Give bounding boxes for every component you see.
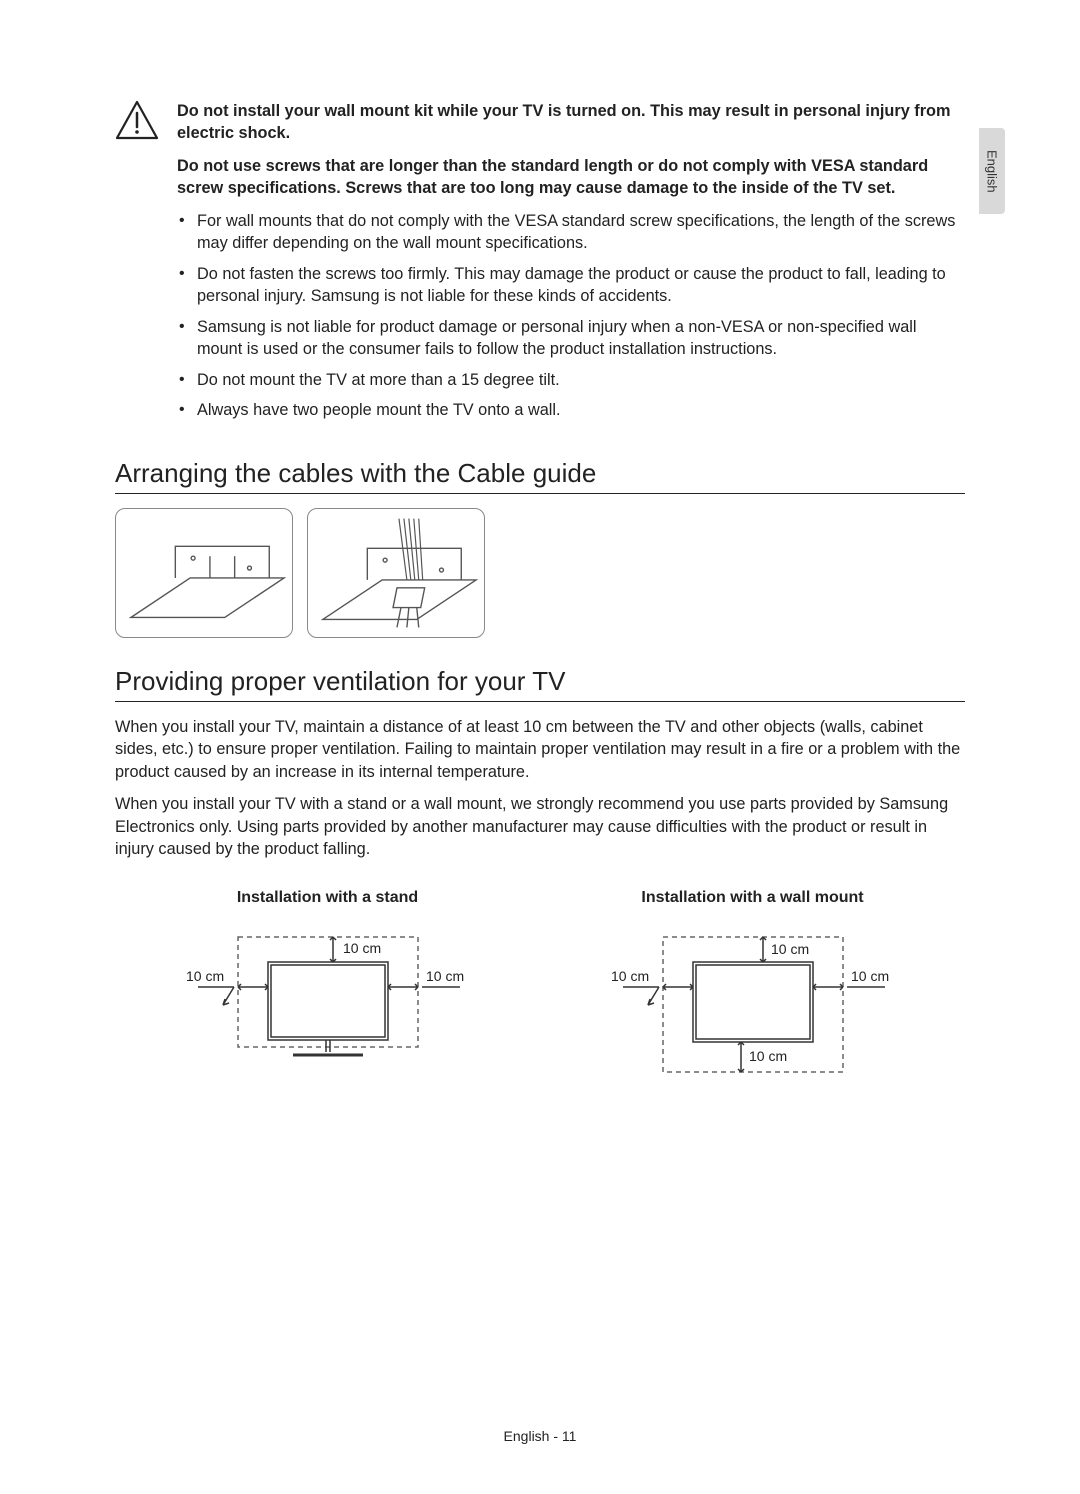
ventilation-para-1: When you install your TV, maintain a dis…: [115, 716, 965, 783]
bullet-item: Do not mount the TV at more than a 15 de…: [177, 369, 965, 391]
bullet-item: Always have two people mount the TV onto…: [177, 399, 965, 421]
page-footer: English - 11: [0, 1428, 1080, 1444]
install-stand-title: Installation with a stand: [148, 889, 508, 907]
language-tab: English: [979, 128, 1005, 214]
dist-label: 10 cm: [426, 968, 464, 984]
install-stand-column: Installation with a stand: [148, 889, 508, 1102]
install-wall-column: Installation with a wall mount: [573, 889, 933, 1102]
dist-label: 10 cm: [343, 940, 381, 956]
warning-line-2: Do not use screws that are longer than t…: [177, 155, 965, 200]
ventilation-para-2: When you install your TV with a stand or…: [115, 793, 965, 860]
warning-bullets: For wall mounts that do not comply with …: [177, 210, 965, 422]
install-wall-title: Installation with a wall mount: [573, 889, 933, 907]
installation-diagrams: Installation with a stand: [115, 889, 965, 1102]
dist-label: 10 cm: [186, 968, 224, 984]
cable-figure-2: [307, 508, 485, 638]
bullet-item: Samsung is not liable for product damage…: [177, 316, 965, 361]
heading-cables: Arranging the cables with the Cable guid…: [115, 458, 965, 494]
language-tab-label: English: [985, 150, 1000, 193]
bullet-item: For wall mounts that do not comply with …: [177, 210, 965, 255]
dist-label: 10 cm: [611, 968, 649, 984]
cable-figures: [115, 508, 965, 638]
dist-label: 10 cm: [851, 968, 889, 984]
install-wall-diagram: 10 cm 10 cm 10 cm 10 cm: [593, 917, 913, 1097]
warning-line-1: Do not install your wall mount kit while…: [177, 100, 965, 145]
cable-figure-1: [115, 508, 293, 638]
heading-ventilation: Providing proper ventilation for your TV: [115, 666, 965, 702]
page: English Do not install your wall mount k…: [0, 0, 1080, 1494]
dist-label: 10 cm: [771, 941, 809, 957]
install-stand-diagram: 10 cm 10 cm 10 cm: [168, 917, 488, 1097]
warning-text: Do not install your wall mount kit while…: [177, 100, 965, 430]
dist-label: 10 cm: [749, 1048, 787, 1064]
bullet-item: Do not fasten the screws too firmly. Thi…: [177, 263, 965, 308]
caution-icon: [115, 100, 159, 140]
warning-block: Do not install your wall mount kit while…: [115, 100, 965, 430]
